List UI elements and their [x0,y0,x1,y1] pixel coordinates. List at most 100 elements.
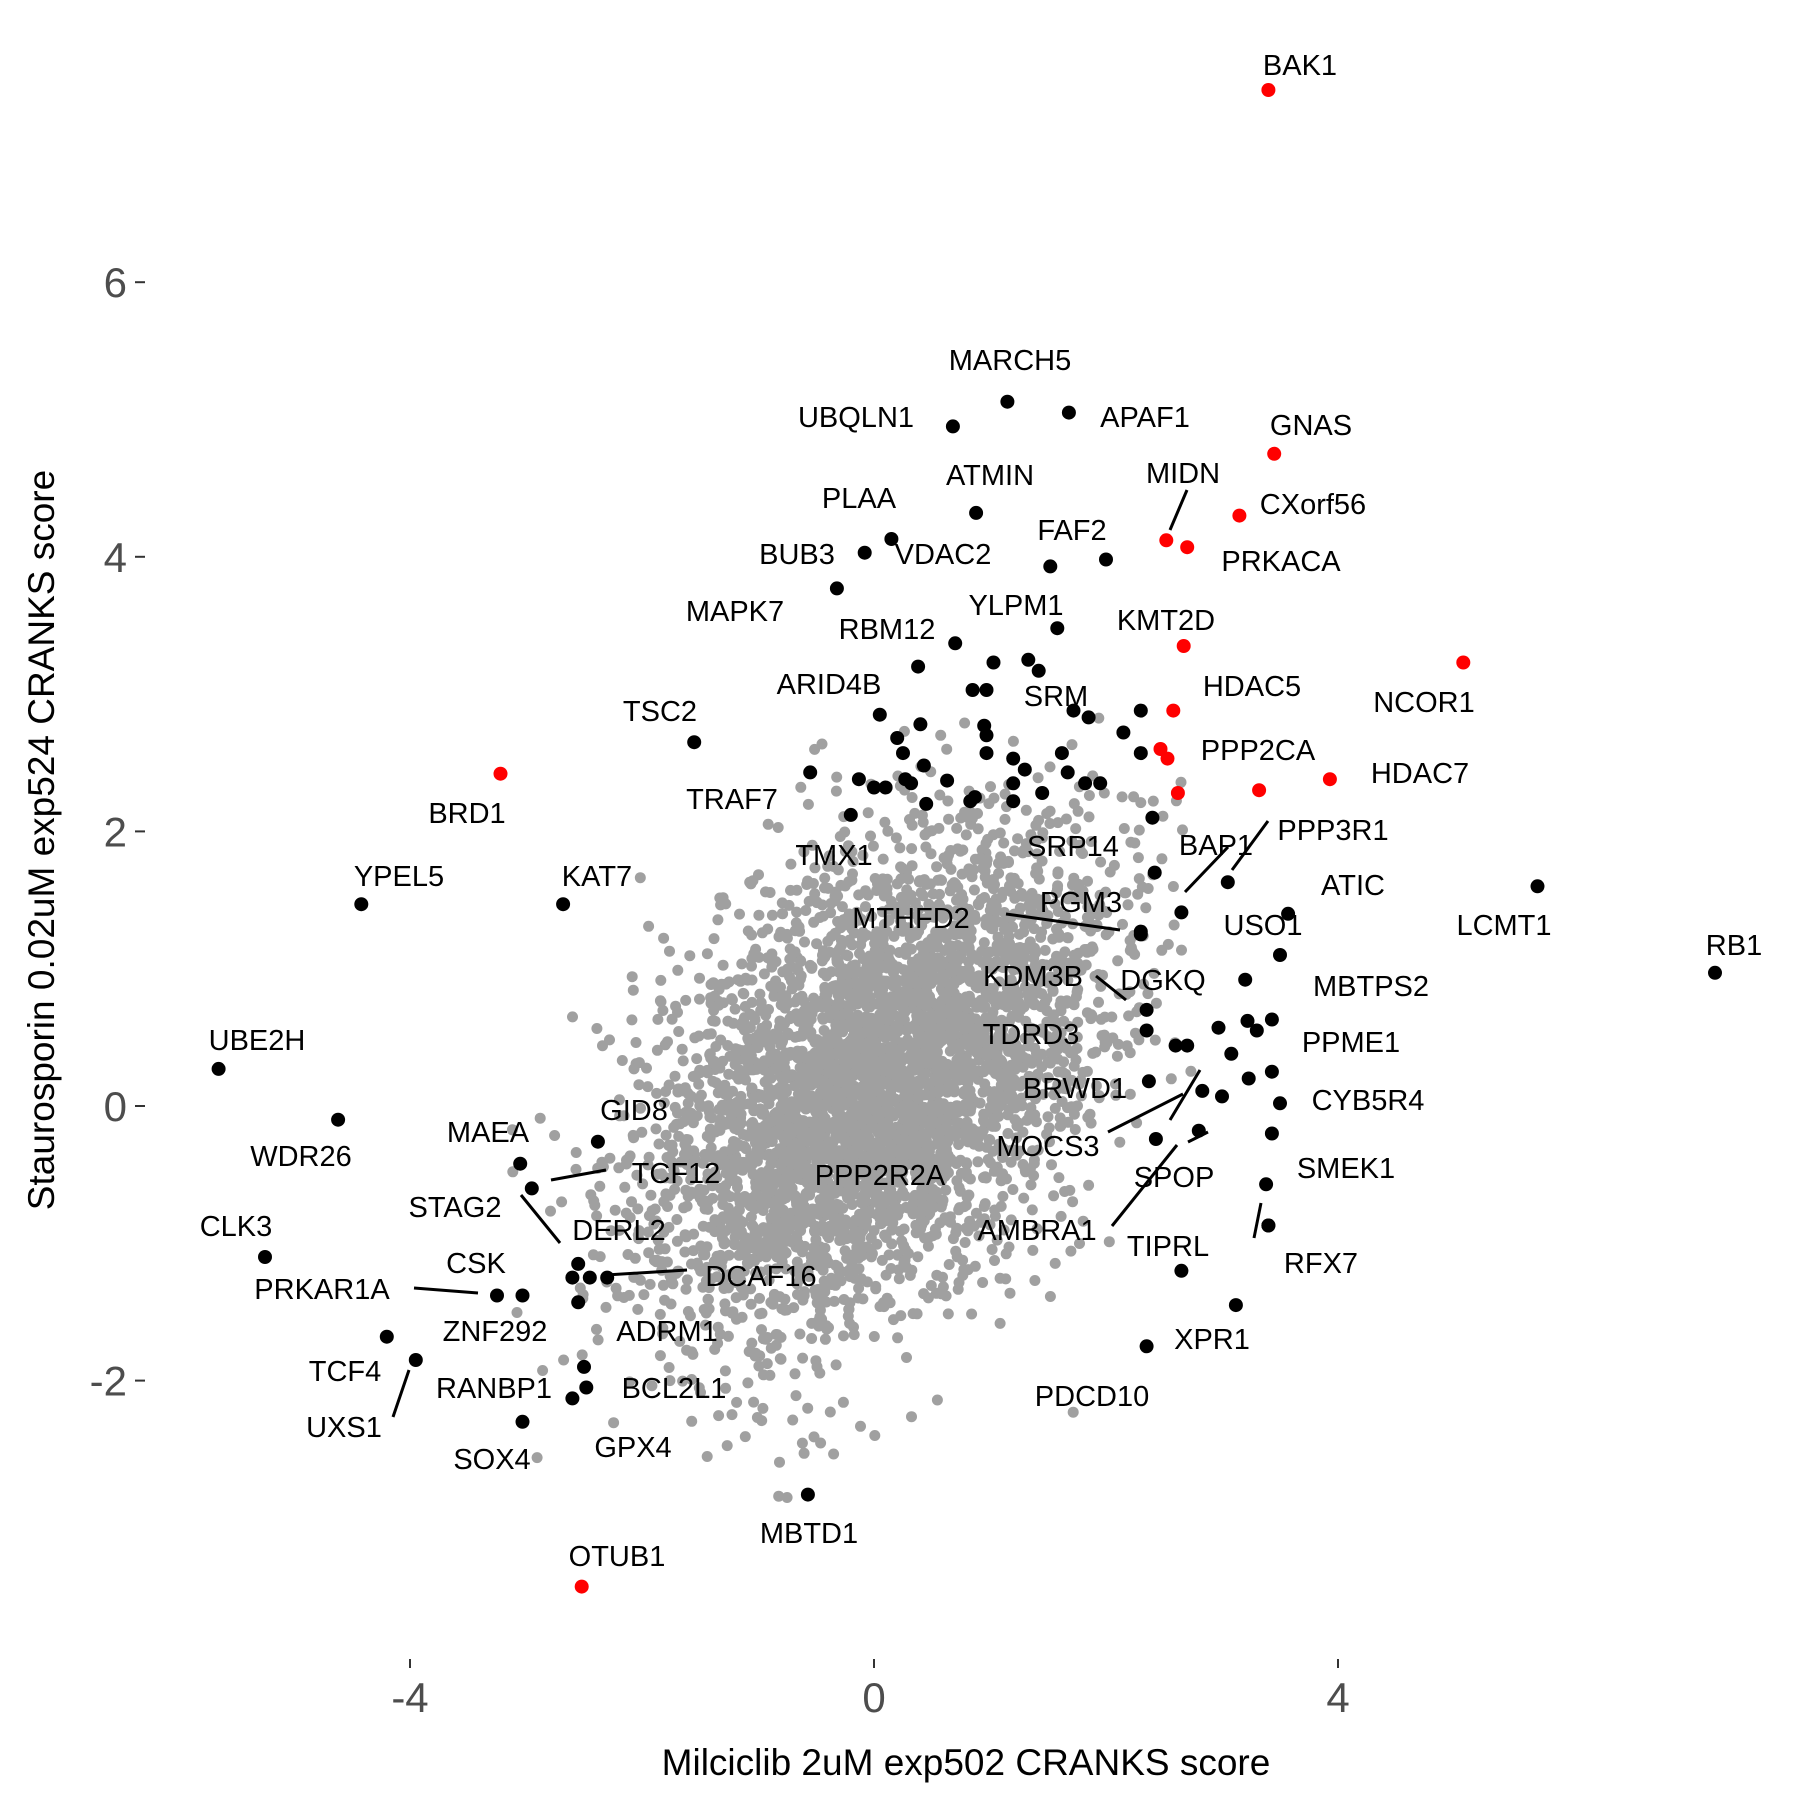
point-label: MARCH5 [949,345,1071,377]
background-point [722,1269,734,1281]
background-point [808,1117,819,1129]
background-point [851,1158,863,1170]
background-point [1072,1016,1084,1028]
background-point [857,849,869,861]
background-point [1004,1015,1015,1027]
background-point [895,861,907,873]
background-point [646,1380,658,1392]
background-point [721,1440,733,1452]
background-point [815,1250,827,1262]
background-point [917,816,929,828]
background-point [791,906,803,918]
background-point [686,1374,698,1385]
background-point [1044,818,1056,829]
point-label: YLPM1 [968,590,1063,622]
background-point [972,823,984,835]
scatter-point [354,897,369,912]
background-point [717,892,729,904]
background-point [857,926,869,938]
background-point [770,1339,782,1351]
background-point [1067,1031,1079,1043]
point-label: KDM3B [983,961,1083,993]
point-label: PLAA [822,483,897,515]
background-point [697,1281,709,1293]
background-point [776,1232,787,1244]
background-point [808,992,820,1004]
scatter-point [1099,552,1113,567]
scatter-point [1060,765,1075,780]
background-point [745,1150,757,1162]
background-point [711,1172,723,1183]
background-point [758,968,770,980]
point-label: GID8 [600,1095,668,1127]
point-label: ATIC [1321,870,1385,902]
point-label: KMT2D [1117,605,1215,637]
background-point [549,1130,561,1141]
background-point [750,1347,762,1359]
scatter-point [979,746,994,761]
background-point [1094,899,1106,911]
background-point [846,923,858,935]
background-point [671,1214,683,1225]
background-point [1099,1036,1111,1048]
scatter-point [1191,1123,1206,1138]
background-point [772,822,784,833]
background-point [1117,918,1128,930]
background-point [1052,880,1064,892]
background-point [1083,811,1095,823]
scatter-point [890,731,905,745]
background-point [1026,1057,1038,1069]
scatter-point [493,766,508,781]
background-point [861,971,873,982]
point-label: BRWD1 [1023,1073,1127,1105]
background-point [830,1092,842,1103]
background-point [943,1020,955,1032]
y-tick-label: 6 [104,259,127,306]
point-label: TDRD3 [983,1019,1080,1051]
background-point [715,1249,727,1261]
background-point [1003,1104,1015,1116]
point-label: MIDN [1146,458,1220,490]
background-point [663,1079,675,1091]
background-point [1030,819,1042,831]
background-point [1093,712,1105,724]
background-point [686,1346,698,1358]
background-point [594,1180,606,1192]
background-point [1054,1120,1066,1132]
background-point [1055,1005,1067,1017]
background-point [824,1406,836,1418]
background-point [964,1215,976,1227]
background-point [1121,1040,1133,1052]
background-point [925,1280,937,1291]
background-point [938,976,950,988]
background-point [918,1040,930,1051]
scatter-point [1180,540,1195,555]
background-point [833,999,845,1011]
background-point [733,1267,745,1279]
scatter-point [1261,1218,1276,1233]
background-point [945,1000,957,1012]
scatter-point [851,772,866,787]
background-point [753,909,765,921]
background-point [877,1120,889,1132]
background-point [1051,950,1062,962]
background-point [915,1214,927,1226]
background-point [679,1229,691,1241]
background-point [888,1314,899,1326]
background-point [624,1212,636,1223]
background-point [945,962,957,974]
background-point [1081,911,1093,923]
background-point [846,1258,858,1270]
scatter-point [1000,394,1015,409]
background-point [1053,964,1064,976]
background-point [919,1068,931,1080]
background-point [831,771,843,783]
background-point [832,1171,844,1183]
scatter-point [1166,703,1181,718]
background-point [882,825,894,837]
background-point [1042,1072,1054,1084]
background-point [713,999,725,1011]
background-point [680,994,692,1006]
background-point [756,1324,767,1336]
background-point [761,1056,773,1068]
